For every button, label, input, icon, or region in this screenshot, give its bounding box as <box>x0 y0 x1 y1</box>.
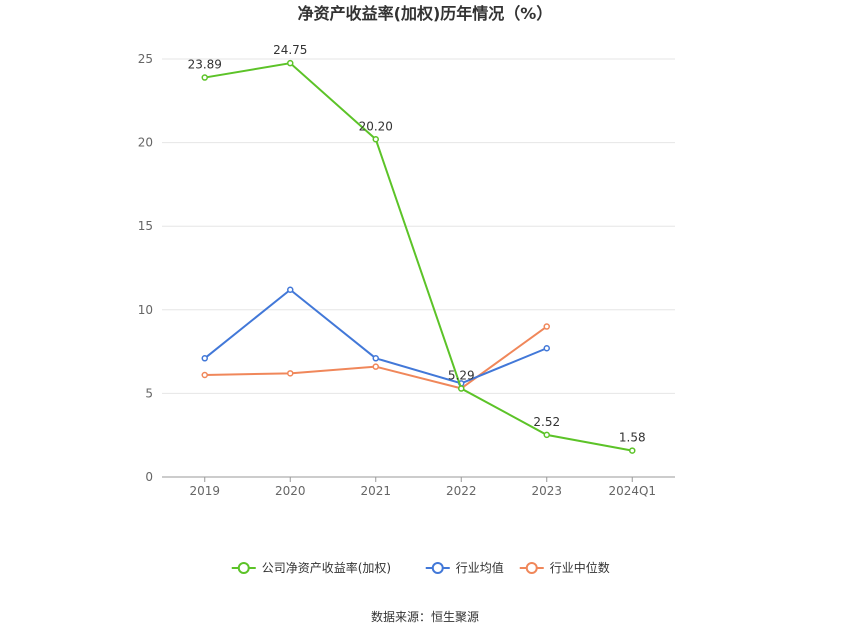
data-label: 20.20 <box>359 119 393 133</box>
data-labels: 23.89 24.75 20.20 5.29 2.52 1.58 <box>188 43 646 444</box>
legend-marker <box>431 562 444 574</box>
series-line <box>204 62 633 452</box>
legend-label: 行业均值 <box>456 560 504 575</box>
series-group <box>201 59 636 454</box>
data-point[interactable] <box>372 136 379 143</box>
data-point[interactable] <box>287 59 294 67</box>
series-1 <box>201 286 550 387</box>
data-source: 数据来源：恒生聚源 <box>371 609 479 624</box>
data-point[interactable] <box>201 355 208 362</box>
data-point[interactable] <box>543 431 550 439</box>
data-label: 2.52 <box>533 415 560 429</box>
chart-title: 净资产收益率(加权)历年情况（%） <box>298 4 553 23</box>
legend-label: 行业中位数 <box>550 560 610 575</box>
data-point[interactable] <box>287 286 294 293</box>
y-tick-label: 20 <box>138 136 153 150</box>
data-point[interactable] <box>543 323 550 330</box>
legend-item[interactable]: 行业中位数 <box>519 560 610 575</box>
y-tick-label: 15 <box>138 219 153 233</box>
legend: 公司净资产收益率(加权) 行业均值 行业中位数 <box>231 560 610 575</box>
x-tick-label: 2023 <box>531 484 562 498</box>
legend-item[interactable]: 公司净资产收益率(加权) <box>231 560 391 575</box>
x-axis: 2019 2020 2021 2022 2023 2024Q1 <box>162 476 675 498</box>
x-tick-label: 2024Q1 <box>608 484 656 498</box>
x-tick-label: 2019 <box>189 484 220 498</box>
gridlines <box>162 58 675 394</box>
data-label: 1.58 <box>619 431 646 445</box>
legend-marker <box>525 562 538 574</box>
y-axis: 0 5 10 15 20 25 <box>138 52 153 484</box>
data-label: 24.75 <box>273 43 307 57</box>
data-point[interactable] <box>372 355 379 362</box>
legend-item[interactable]: 行业均值 <box>425 560 504 575</box>
series-0 <box>201 59 636 454</box>
y-tick-label: 5 <box>145 386 153 400</box>
data-point[interactable] <box>458 385 465 392</box>
legend-label: 公司净资产收益率(加权) <box>262 560 391 575</box>
y-tick-label: 10 <box>138 303 153 317</box>
y-tick-label: 25 <box>138 52 153 66</box>
data-point[interactable] <box>287 370 294 377</box>
x-tick-label: 2020 <box>275 484 306 498</box>
data-label: 23.89 <box>188 58 222 72</box>
legend-marker <box>237 562 250 574</box>
data-point[interactable] <box>201 371 208 379</box>
data-point[interactable] <box>543 345 550 352</box>
x-tick-label: 2022 <box>446 484 477 498</box>
data-point[interactable] <box>372 363 379 370</box>
data-label: 5.29 <box>448 369 475 383</box>
data-point[interactable] <box>629 447 636 454</box>
data-point[interactable] <box>201 74 208 81</box>
x-tick-label: 2021 <box>360 484 391 498</box>
y-tick-label: 0 <box>145 470 153 484</box>
